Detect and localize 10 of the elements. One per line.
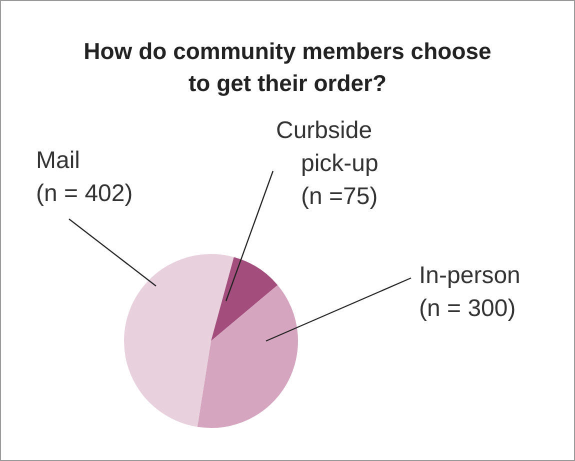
data-label: (n = 300) <box>419 295 516 322</box>
pie-slice <box>124 254 234 427</box>
data-label: (n = 402) <box>36 180 133 207</box>
data-label: (n =75) <box>301 183 378 210</box>
pie-slice <box>211 257 278 341</box>
slice-label: Curbside pick-up <box>276 117 378 177</box>
slice-label: Mail <box>36 147 80 174</box>
slice-label: In-person <box>419 262 520 289</box>
chart-title: How do community members choose to get their order? <box>82 37 492 98</box>
pie-slice <box>197 285 298 428</box>
